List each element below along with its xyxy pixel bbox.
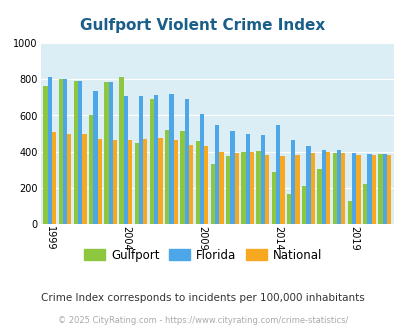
Bar xyxy=(165,130,169,224)
Bar xyxy=(47,77,52,224)
Bar xyxy=(340,153,345,224)
Bar xyxy=(317,169,321,224)
Bar xyxy=(275,125,279,224)
Bar xyxy=(241,152,245,224)
Bar xyxy=(290,140,295,224)
Bar xyxy=(128,140,132,224)
Bar xyxy=(199,114,204,224)
Bar xyxy=(382,154,386,224)
Bar xyxy=(134,143,139,224)
Bar xyxy=(279,156,284,224)
Bar xyxy=(204,147,208,224)
Bar xyxy=(310,153,314,224)
Bar xyxy=(367,154,371,224)
Bar xyxy=(264,155,269,224)
Bar xyxy=(210,164,215,224)
Bar xyxy=(377,154,382,224)
Text: Crime Index corresponds to incidents per 100,000 inhabitants: Crime Index corresponds to incidents per… xyxy=(41,293,364,303)
Bar xyxy=(245,134,249,224)
Bar xyxy=(332,153,336,224)
Bar xyxy=(139,96,143,224)
Bar xyxy=(149,99,154,224)
Bar xyxy=(143,139,147,224)
Bar xyxy=(43,86,47,224)
Bar xyxy=(188,146,193,224)
Bar xyxy=(215,125,219,224)
Bar xyxy=(301,186,306,224)
Bar xyxy=(63,79,67,224)
Bar xyxy=(306,147,310,224)
Bar xyxy=(336,150,340,224)
Bar xyxy=(104,82,108,224)
Bar xyxy=(386,154,390,224)
Bar xyxy=(351,153,356,224)
Bar xyxy=(180,131,184,224)
Bar xyxy=(173,140,177,224)
Bar xyxy=(89,115,93,224)
Bar xyxy=(119,77,124,224)
Bar xyxy=(58,79,63,224)
Bar xyxy=(230,131,234,224)
Bar xyxy=(78,81,82,224)
Bar xyxy=(260,135,264,224)
Text: Gulfport Violent Crime Index: Gulfport Violent Crime Index xyxy=(80,18,325,33)
Bar xyxy=(325,152,329,224)
Bar xyxy=(234,153,238,224)
Bar xyxy=(195,141,199,224)
Bar xyxy=(113,140,117,224)
Bar xyxy=(67,134,71,224)
Bar xyxy=(93,91,97,224)
Bar xyxy=(347,201,351,224)
Bar xyxy=(271,172,275,224)
Bar xyxy=(295,155,299,224)
Bar xyxy=(184,99,188,224)
Bar xyxy=(169,94,173,224)
Bar xyxy=(256,151,260,224)
Bar xyxy=(74,81,78,224)
Bar xyxy=(286,194,290,224)
Bar xyxy=(219,152,223,224)
Bar xyxy=(226,156,230,224)
Bar xyxy=(124,95,128,224)
Text: © 2025 CityRating.com - https://www.cityrating.com/crime-statistics/: © 2025 CityRating.com - https://www.city… xyxy=(58,315,347,325)
Bar xyxy=(108,82,113,224)
Bar xyxy=(97,139,102,224)
Bar xyxy=(321,150,325,224)
Bar xyxy=(249,152,254,224)
Bar xyxy=(356,155,360,224)
Bar xyxy=(158,138,162,224)
Bar xyxy=(362,184,367,224)
Bar xyxy=(371,154,375,224)
Bar xyxy=(82,134,86,224)
Bar xyxy=(154,95,158,224)
Legend: Gulfport, Florida, National: Gulfport, Florida, National xyxy=(79,244,326,266)
Bar xyxy=(52,132,56,224)
